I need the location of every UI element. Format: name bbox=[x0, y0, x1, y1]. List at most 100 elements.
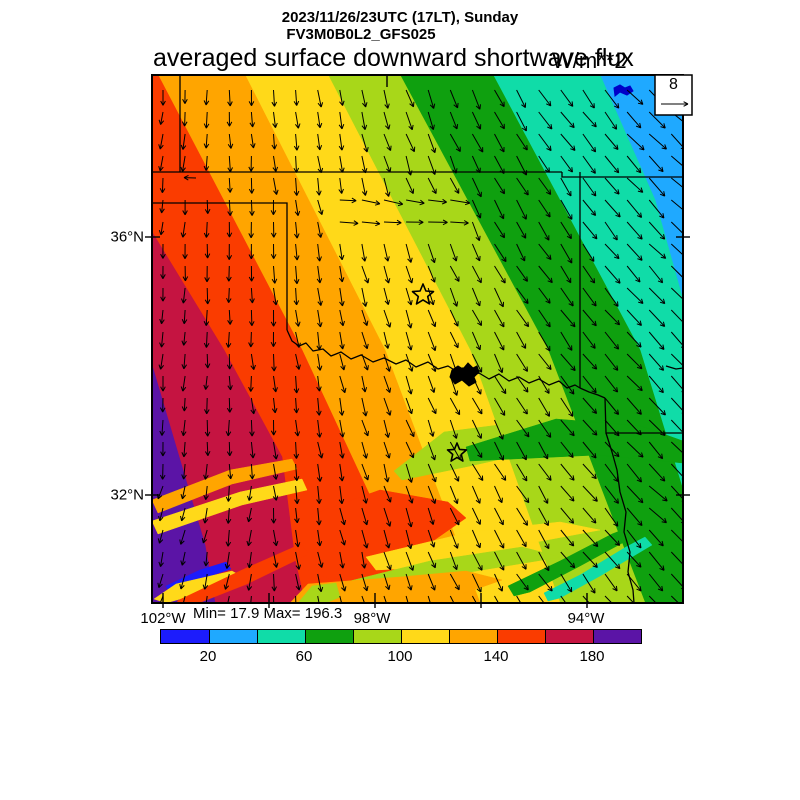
wind-arrow bbox=[182, 243, 188, 260]
wind-arrow bbox=[181, 287, 187, 304]
wind-arrow bbox=[449, 529, 459, 549]
wind-arrow bbox=[160, 287, 166, 302]
wind-arrow bbox=[560, 397, 574, 417]
wind-arrow bbox=[604, 177, 620, 195]
wind-arrow bbox=[203, 309, 210, 326]
wind-arrow bbox=[271, 89, 278, 107]
wind-arrow bbox=[405, 331, 413, 351]
wind-arrow bbox=[648, 221, 666, 240]
wind-arrow bbox=[181, 111, 188, 127]
wind-arrow bbox=[250, 133, 256, 149]
wind-arrow bbox=[626, 353, 643, 370]
wind-arrow bbox=[250, 595, 252, 603]
wind-arrow bbox=[227, 133, 234, 149]
wind-arrow bbox=[201, 529, 208, 544]
wind-arrow bbox=[248, 221, 254, 239]
wind-arrow bbox=[471, 441, 483, 459]
wind-arrow bbox=[160, 376, 166, 392]
wind-arrow bbox=[225, 507, 232, 524]
wind-arrow bbox=[560, 309, 576, 328]
wind-arrow bbox=[604, 573, 618, 592]
wind-arrow bbox=[338, 463, 345, 482]
wind-arrow bbox=[246, 573, 253, 591]
wind-arrow bbox=[604, 551, 621, 570]
wind-arrow bbox=[560, 463, 575, 481]
wind-arrow bbox=[270, 309, 277, 327]
wind-arrow bbox=[427, 441, 436, 461]
wind-arrow bbox=[405, 353, 414, 372]
star-marker bbox=[446, 442, 468, 462]
wind-arrow bbox=[406, 199, 425, 206]
wind-arrow bbox=[449, 309, 459, 327]
wind-arrow bbox=[670, 551, 683, 568]
wind-arrow bbox=[494, 441, 504, 461]
wind-arrow bbox=[494, 265, 506, 284]
wind-arrow bbox=[648, 485, 668, 502]
wind-arrow bbox=[582, 287, 597, 307]
wind-arrow bbox=[272, 441, 279, 460]
wind-arrow bbox=[494, 309, 505, 328]
wind-arrow bbox=[516, 309, 530, 328]
lon-label: 98°W bbox=[353, 610, 391, 627]
wind-arrow bbox=[604, 419, 620, 437]
colorbar-segment bbox=[593, 630, 641, 643]
wind-arrow bbox=[295, 331, 301, 348]
wind-arrow bbox=[316, 177, 322, 196]
wind-arrow bbox=[471, 265, 482, 284]
wind-arrow bbox=[626, 265, 641, 283]
wind-arrow bbox=[516, 133, 528, 151]
wind-arrow bbox=[361, 529, 369, 549]
wind-arrow bbox=[248, 309, 255, 327]
wind-arrow bbox=[405, 177, 415, 194]
wind-arrow bbox=[383, 397, 392, 416]
wind-arrow bbox=[427, 177, 437, 195]
wind-arrow bbox=[227, 463, 234, 480]
wind-arrow bbox=[582, 353, 598, 370]
wind-arrow bbox=[471, 155, 481, 174]
wind-arrow bbox=[582, 551, 598, 568]
wind-arrow bbox=[648, 529, 664, 547]
page-title: averaged surface downward shortwave flux bbox=[153, 44, 634, 72]
reference-vector-label: 8 bbox=[669, 76, 678, 93]
wind-arrow bbox=[293, 243, 300, 261]
wind-arrow bbox=[626, 529, 642, 549]
wind-arrow bbox=[317, 221, 323, 238]
wind-arrow bbox=[405, 441, 415, 459]
wind-arrow bbox=[494, 243, 507, 263]
wind-arrow bbox=[405, 485, 414, 504]
flux-streak-ygreen bbox=[297, 582, 341, 603]
flux-streak-orange bbox=[289, 570, 503, 603]
wind-arrow bbox=[249, 441, 256, 459]
wind-arrow bbox=[405, 573, 413, 591]
wind-arrow bbox=[450, 199, 471, 206]
wind-arrow bbox=[494, 529, 505, 549]
wind-arrow bbox=[494, 155, 505, 175]
wind-arrow bbox=[361, 595, 366, 603]
wind-arrow bbox=[582, 441, 597, 459]
wind-arrow bbox=[538, 463, 552, 481]
wind-arrow bbox=[248, 177, 255, 194]
wind-arrow bbox=[383, 331, 390, 349]
wind-arrow bbox=[626, 221, 643, 240]
wind-arrow bbox=[449, 551, 458, 571]
wind-arrow bbox=[159, 331, 165, 348]
wind-arrow bbox=[494, 485, 503, 504]
wind-arrow bbox=[293, 177, 300, 196]
wind-arrow bbox=[248, 265, 255, 282]
wind-arrow bbox=[271, 265, 278, 284]
wind-arrow bbox=[449, 331, 459, 349]
wind-arrow bbox=[249, 111, 256, 128]
wind-arrow bbox=[405, 111, 414, 131]
wind-arrow bbox=[227, 375, 233, 391]
wind-arrow bbox=[270, 507, 277, 524]
wind-arrow bbox=[293, 155, 300, 173]
colorbar-segment bbox=[545, 630, 593, 643]
colorbar-segment bbox=[209, 630, 257, 643]
wind-arrow bbox=[516, 463, 528, 482]
wind-arrow bbox=[339, 507, 346, 526]
wind-arrow bbox=[339, 331, 345, 350]
wind-arrow bbox=[494, 133, 505, 153]
lon-label: 102°W bbox=[140, 610, 186, 627]
wind-arrow bbox=[648, 199, 665, 219]
wind-arrow bbox=[249, 463, 255, 480]
